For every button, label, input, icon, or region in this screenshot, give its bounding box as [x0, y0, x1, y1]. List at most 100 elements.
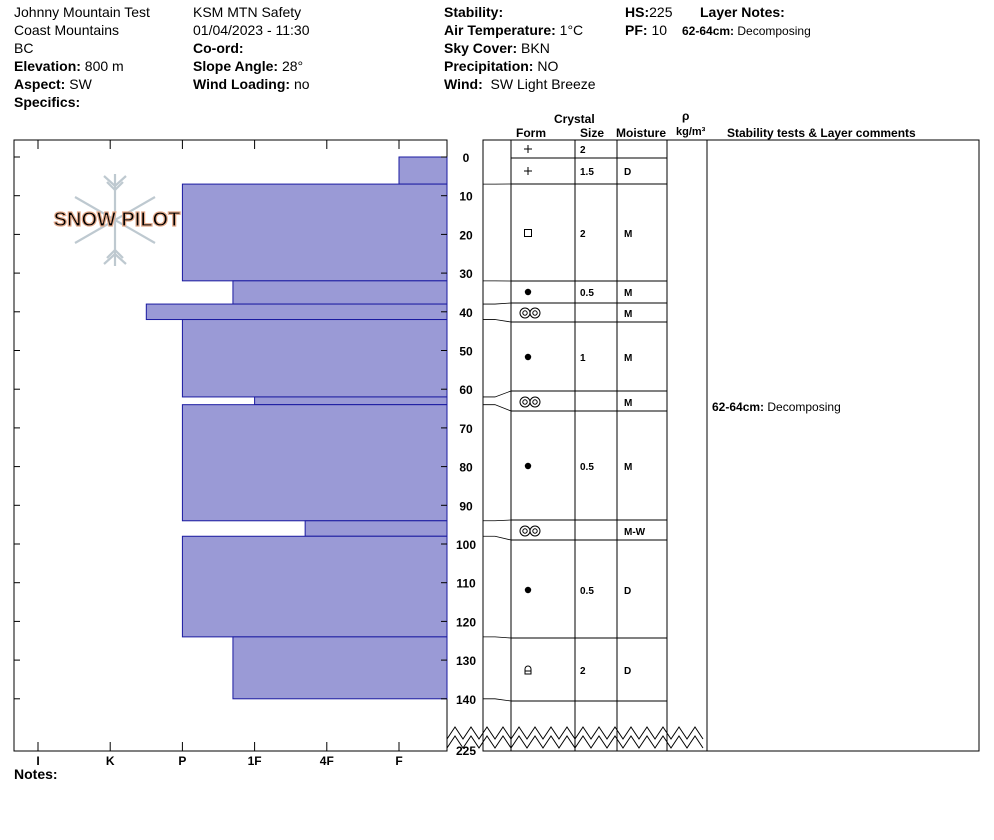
- hardness-bar: [254, 396, 448, 406]
- logo-text: SNOW PILOT: [54, 209, 181, 231]
- layer-comment: 62-64cm: Decomposing: [712, 398, 841, 416]
- elevation-label: Elevation:: [14, 58, 81, 74]
- moisture-value: D: [624, 586, 631, 597]
- aspect: Aspect: SW: [14, 75, 92, 93]
- depth-label: 0: [463, 151, 470, 165]
- moisture-value: M: [624, 309, 632, 320]
- moisture-value: M-W: [624, 527, 646, 538]
- hardness-label: P: [178, 754, 186, 768]
- hs: HS:225: [625, 3, 672, 21]
- melt-form-icon: [519, 525, 531, 537]
- hardness-bar: [181, 319, 448, 398]
- stability-header: Stability tests & Layer comments: [727, 126, 916, 140]
- crystal-size: 2: [580, 229, 586, 240]
- crystal-header: Crystal: [554, 112, 595, 126]
- crystal-size: 2: [580, 145, 586, 156]
- elevation: Elevation: 800 m: [14, 57, 124, 75]
- wind-value: SW Light Breeze: [490, 76, 596, 92]
- connector-line: [483, 636, 512, 639]
- layer-comment-depth: 62-64cm:: [712, 400, 765, 414]
- pf-value: 10: [651, 22, 668, 38]
- specifics-label: Specifics:: [14, 94, 81, 110]
- slope-value: 28°: [281, 58, 304, 74]
- mountain-range: Coast Mountains: [14, 22, 120, 38]
- moisture-value: M: [624, 462, 632, 473]
- axis-break: [446, 726, 704, 740]
- depth-label: 120: [456, 615, 476, 629]
- crystal-size: 0.5: [580, 288, 594, 299]
- hs-label: HS:: [625, 4, 650, 20]
- wind-loading: Wind Loading: no: [193, 75, 310, 93]
- precipitation: Precipitation: NO: [444, 57, 558, 75]
- moisture-value: D: [624, 167, 631, 178]
- hardness-bar: [398, 156, 448, 185]
- hardness-bar: [232, 280, 448, 305]
- layer-note-depth: 62-64cm:: [682, 24, 735, 38]
- hardness-bar: [181, 535, 448, 638]
- density-unit-header: kg/m³: [676, 126, 706, 138]
- moisture-value: M: [624, 229, 632, 240]
- sky-cover: Sky Cover: BKN: [444, 39, 550, 57]
- depth-hoar-icon: [524, 665, 532, 675]
- connector-line: [483, 302, 512, 305]
- air-temp-label: Air Temperature:: [444, 22, 556, 38]
- melt-form-icon: [522, 399, 528, 405]
- connector-line: [483, 519, 512, 522]
- snowflake-logo-icon: [74, 174, 156, 266]
- layer-comment-text: Decomposing: [767, 400, 841, 414]
- hardness-label: 1F: [248, 754, 262, 768]
- connector-line: [483, 698, 512, 702]
- depth-label: 140: [456, 693, 476, 707]
- rounded-grain-icon: [524, 353, 532, 361]
- layer-note: 62-64cm: Decomposing: [682, 22, 811, 40]
- aspect-value: SW: [69, 76, 92, 92]
- depth-label: 70: [459, 422, 473, 436]
- crystal-size: 1.5: [580, 167, 594, 178]
- hs-value: 225: [649, 4, 673, 20]
- depth-label: 225: [456, 744, 476, 758]
- wind-label: Wind:: [444, 76, 483, 92]
- moisture-value: D: [624, 666, 631, 677]
- pf: PF: 10: [625, 21, 667, 39]
- depth-label: 100: [456, 538, 476, 552]
- stability-label: Stability:: [444, 4, 504, 20]
- depth-label: 20: [459, 228, 473, 242]
- pf-label: PF:: [625, 22, 648, 38]
- crystal-size: 0.5: [580, 586, 594, 597]
- aspect-label: Aspect:: [14, 76, 66, 92]
- melt-form-icon: [532, 528, 538, 534]
- melt-form-icon: [519, 307, 531, 319]
- moisture-value: M: [624, 353, 632, 364]
- sky-label: Sky Cover:: [444, 40, 518, 56]
- location: Johnny Mountain Test: [14, 4, 150, 20]
- depth-label: 50: [459, 345, 473, 359]
- hardness-label: 4F: [320, 754, 334, 768]
- melt-form-icon: [532, 310, 538, 316]
- connector-line: [483, 319, 512, 323]
- depth-label: 40: [459, 306, 473, 320]
- crystal-size: 2: [580, 666, 586, 677]
- depth-label: 110: [456, 577, 476, 591]
- observer: KSM MTN Safety: [193, 4, 302, 20]
- depth-label: 30: [459, 267, 473, 281]
- layer-notes-label: Layer Notes:: [700, 4, 785, 20]
- precip-value: NO: [537, 58, 559, 74]
- rounded-grain-icon: [524, 288, 532, 296]
- moisture-value: M: [624, 288, 632, 299]
- air-temperature: Air Temperature: 1°C: [444, 21, 583, 39]
- region: BC: [14, 40, 34, 56]
- melt-form-icon: [532, 399, 538, 405]
- connector-line: [483, 535, 512, 541]
- depth-label: 80: [459, 461, 473, 475]
- table-frame: [482, 139, 980, 752]
- wind-loading-value: no: [293, 76, 310, 92]
- moisture-header: Moisture: [616, 126, 667, 140]
- connector-line: [483, 404, 512, 412]
- depth-label: 90: [459, 499, 473, 513]
- hardness-bar: [181, 183, 448, 282]
- hardness-label: I: [36, 754, 39, 768]
- depth-label: 10: [459, 190, 473, 204]
- crystal-size: 1: [580, 353, 586, 364]
- hardness-bar: [232, 636, 448, 700]
